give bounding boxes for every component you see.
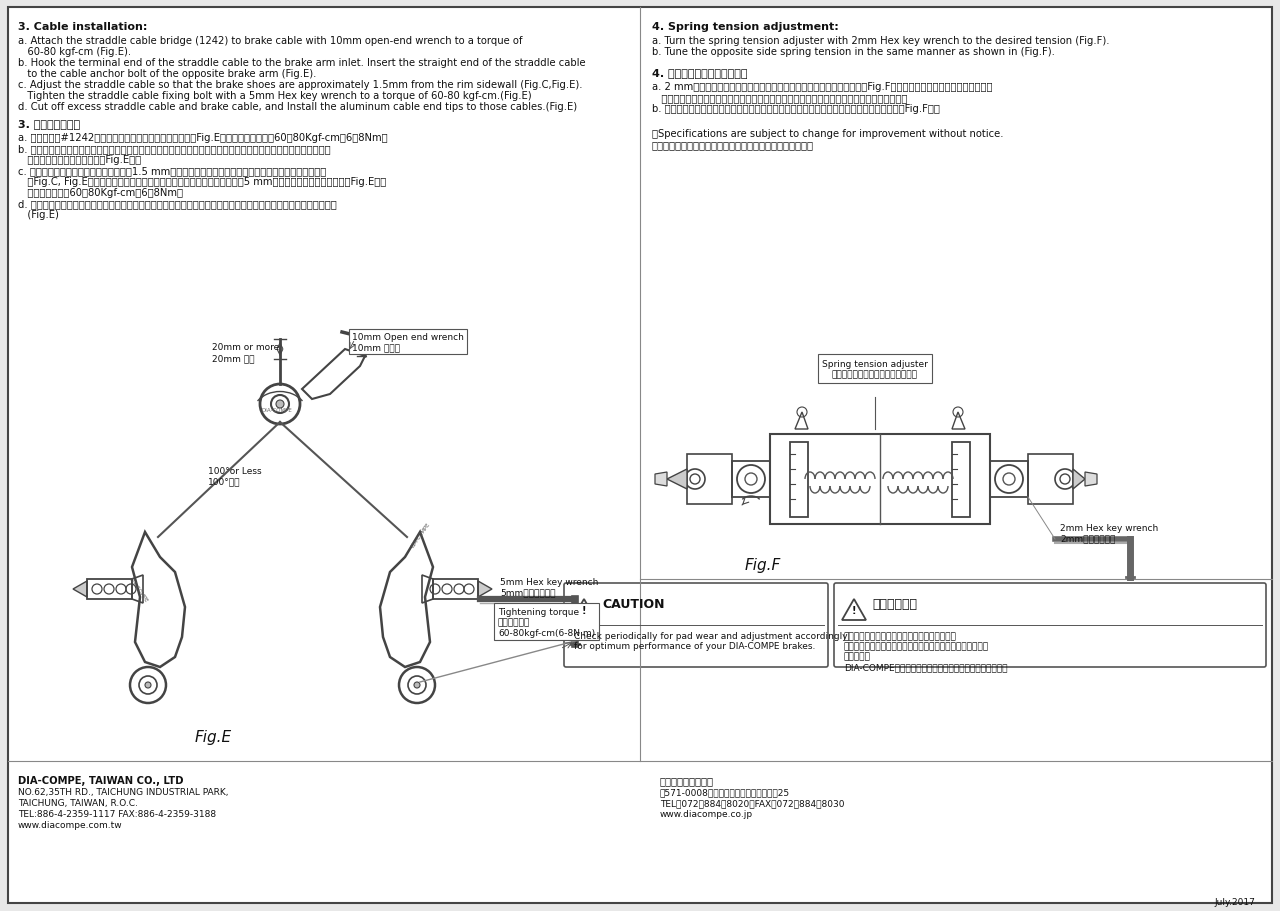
Bar — [1028, 455, 1073, 505]
Text: 使用状況に応じてメンテナンスをして下さい。
リムに対するブレーキのアライメントを定期的にチェックし
て下さい。
DIA-COMPEブレーキの高い性能を維持する為: 使用状況に応じてメンテナンスをして下さい。 リムに対するブレーキのアライメントを… — [844, 631, 1007, 671]
Text: TEL:886-4-2359-1117 FAX:886-4-2359-3188: TEL:886-4-2359-1117 FAX:886-4-2359-3188 — [18, 809, 216, 818]
Text: ＊製品仕様は改良の為、予告なく変更する場合があります。: ＊製品仕様は改良の為、予告なく変更する場合があります。 — [652, 140, 814, 149]
Bar — [790, 443, 808, 517]
Text: !: ! — [851, 605, 856, 615]
Bar — [952, 443, 970, 517]
Text: 60-80 kgf-cm (Fig.E).: 60-80 kgf-cm (Fig.E). — [18, 47, 131, 56]
Text: Check periodically for pad wear and adjustment accordingly
for optimum performan: Check periodically for pad wear and adju… — [573, 631, 847, 650]
Polygon shape — [655, 473, 667, 486]
Polygon shape — [73, 581, 87, 598]
Text: CAUTION: CAUTION — [602, 598, 664, 610]
Text: NO.62,35TH RD., TAICHUNG INDUSTRIAL PARK,: NO.62,35TH RD., TAICHUNG INDUSTRIAL PARK… — [18, 787, 229, 796]
Text: a. Turn the spring tension adjuster with 2mm Hex key wrench to the desired tensi: a. Turn the spring tension adjuster with… — [652, 36, 1110, 46]
Text: アンカーボルトに通します（Fig.E）。: アンカーボルトに通します（Fig.E）。 — [18, 155, 141, 165]
Text: Tighten the straddle cable fixing bolt with a 5mm Hex key wrench to a torque of : Tighten the straddle cable fixing bolt w… — [18, 91, 531, 101]
Text: 3. ワイヤーの取付: 3. ワイヤーの取付 — [18, 118, 81, 128]
Text: b. Hook the terminal end of the straddle cable to the brake arm inlet. Insert th: b. Hook the terminal end of the straddle… — [18, 58, 586, 68]
Circle shape — [145, 682, 151, 688]
Text: to the cable anchor bolt of the opposite brake arm (Fig.E).: to the cable anchor bolt of the opposite… — [18, 69, 316, 79]
Text: d. ブレーキケーブルと吹インナーの余剰部分を切断しその切断部にアルミケーブルエンドキャップを取り付けます。: d. ブレーキケーブルと吹インナーの余剰部分を切断しその切断部にアルミケーブルエ… — [18, 199, 337, 209]
Text: Fig.E: Fig.E — [195, 729, 232, 744]
Text: DIA-COMPE: DIA-COMPE — [410, 521, 431, 548]
Text: DIA-COMPE, TAIWAN CO., LTD: DIA-COMPE, TAIWAN CO., LTD — [18, 775, 183, 785]
Text: (Fig.E): (Fig.E) — [18, 210, 59, 220]
Text: 20mm 以上: 20mm 以上 — [212, 353, 255, 363]
Text: 2mm Hex key wrench: 2mm Hex key wrench — [1060, 524, 1158, 532]
Text: 5mm Hex key wrench: 5mm Hex key wrench — [500, 578, 598, 587]
Text: d. Cut off excess straddle cable and brake cable, and Install the aluminum cable: d. Cut off excess straddle cable and bra… — [18, 102, 577, 112]
Text: 5mmアーレンキー: 5mmアーレンキー — [500, 588, 556, 597]
Text: （Fig.C, Fig.E）。最後にケーブルアンカーボルトに通した吹インナーを5 mmアーレンキーで固定します（Fig.E）。: （Fig.C, Fig.E）。最後にケーブルアンカーボルトに通した吹インナーを5… — [18, 177, 387, 187]
Text: a. Attach the straddle cable bridge (1242) to brake cable with 10mm open-end wre: a. Attach the straddle cable bridge (124… — [18, 36, 522, 46]
Text: TEL：072－884－8020　FAX：072－884－8030: TEL：072－884－8020 FAX：072－884－8030 — [660, 798, 845, 807]
Circle shape — [413, 682, 420, 688]
Text: 株式会社　ヨシガイ: 株式会社 ヨシガイ — [660, 775, 714, 785]
Text: TAICHUNG, TAIWAN, R.O.C.: TAICHUNG, TAIWAN, R.O.C. — [18, 798, 138, 807]
Text: c. Adjust the straddle cable so that the brake shoes are approximately 1.5mm fro: c. Adjust the straddle cable so that the… — [18, 80, 582, 90]
Bar — [989, 462, 1028, 497]
Text: b. 調整したブレーキアームの反対側のブレーキアームも同じ様にテンションを調整します（Fig.F）。: b. 調整したブレーキアームの反対側のブレーキアームも同じ様にテンションを調整し… — [652, 104, 940, 114]
Polygon shape — [477, 581, 492, 598]
FancyBboxPatch shape — [564, 583, 828, 667]
Text: b. 吹インナーの太鼓をブレーキアーム先端のフックに引っ掛け、吹り金具に通し反対側ブレーキアームのケーブル: b. 吹インナーの太鼓をブレーキアーム先端のフックに引っ掛け、吹り金具に通し反対… — [18, 144, 330, 154]
Text: Tightening torque
締付けトルク
60-80kgf-cm(6-8N·m): Tightening torque 締付けトルク 60-80kgf-cm(6-8… — [498, 608, 595, 637]
Text: Fig.F: Fig.F — [745, 558, 781, 572]
Bar — [87, 579, 132, 599]
Text: c. ブレーキシュー後ろ端がリム面より絉1.5 mm隙間が出来る様に設定し吹りインナーの長さを調整します: c. ブレーキシュー後ろ端がリム面より絉1.5 mm隙間が出来る様に設定し吹りイ… — [18, 166, 326, 176]
Text: DIA-COMPE: DIA-COMPE — [128, 577, 148, 603]
Polygon shape — [1085, 473, 1097, 486]
Text: 使用上の注意: 使用上の注意 — [872, 598, 916, 610]
Text: 4. スプリングテンション調整: 4. スプリングテンション調整 — [652, 68, 748, 78]
Text: 3. Cable installation:: 3. Cable installation: — [18, 22, 147, 32]
FancyBboxPatch shape — [835, 583, 1266, 667]
Text: a. 2 mmアーレンキーでスプリングテンションアジャスターを回します（Fig.F）。テンションが低い場合は時計回り: a. 2 mmアーレンキーでスプリングテンションアジャスターを回します（Fig.… — [652, 82, 992, 92]
Polygon shape — [1073, 469, 1085, 489]
Text: 100°or Less: 100°or Less — [207, 466, 261, 476]
Text: 20mm or more: 20mm or more — [212, 343, 279, 352]
Text: b. Tune the opposite side spring tension in the same manner as shown in (Fig.F).: b. Tune the opposite side spring tension… — [652, 47, 1055, 56]
Text: 〒571-0008　大阪府門真市東江端町７－25: 〒571-0008 大阪府門真市東江端町７－25 — [660, 787, 790, 796]
Text: www.diacompe.com.tw: www.diacompe.com.tw — [18, 820, 123, 829]
Text: 2mmアーレンキー: 2mmアーレンキー — [1060, 534, 1115, 542]
Bar — [732, 462, 771, 497]
Bar — [771, 435, 989, 525]
Text: 締付けトルク：60～80Kgf-cm（6～8Nm）: 締付けトルク：60～80Kgf-cm（6～8Nm） — [18, 188, 183, 198]
Text: 10mm Open end wrench
10mm スパナ: 10mm Open end wrench 10mm スパナ — [352, 333, 463, 352]
Circle shape — [276, 401, 284, 408]
Text: DIA-COMPE: DIA-COMPE — [262, 407, 293, 413]
Bar — [687, 455, 732, 505]
Text: Spring tension adjuster
スプリングテンションアジャスター: Spring tension adjuster スプリングテンションアジャスター — [822, 360, 928, 379]
Text: a. 吹り金具（#1242）にブレーキワイヤーを固定します（Fig.E）。締付けトルク：60～80Kgf-cm（6～8Nm）: a. 吹り金具（#1242）にブレーキワイヤーを固定します（Fig.E）。締付け… — [18, 133, 388, 143]
Text: !: ! — [581, 605, 586, 615]
Text: www.diacompe.co.jp: www.diacompe.co.jp — [660, 809, 753, 818]
Text: ＊Specifications are subject to change for improvement without notice.: ＊Specifications are subject to change fo… — [652, 128, 1004, 138]
Text: 4. Spring tension adjustment:: 4. Spring tension adjustment: — [652, 22, 838, 32]
Text: に回し、テンションが高い場合は反時計回りに回し左右バランスが取れる様に調整します。: に回し、テンションが高い場合は反時計回りに回し左右バランスが取れる様に調整します… — [652, 93, 908, 103]
Bar — [433, 579, 477, 599]
Polygon shape — [667, 469, 687, 489]
Text: July.2017: July.2017 — [1215, 897, 1254, 906]
Text: 100°以内: 100°以内 — [207, 476, 241, 486]
